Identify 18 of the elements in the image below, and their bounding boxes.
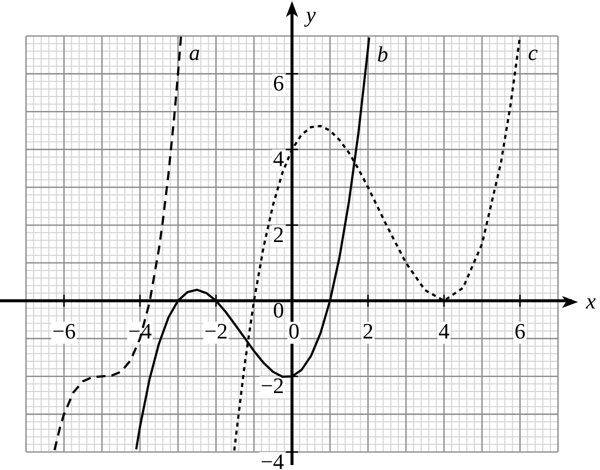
series-label: c — [528, 40, 538, 65]
y-tick-label: 6 — [273, 70, 284, 96]
x-tick-label: −4 — [128, 318, 152, 344]
y-tick-label: 2 — [273, 222, 284, 247]
x-tick-label: 4 — [438, 318, 450, 344]
series-label: b — [377, 41, 388, 66]
x-tick-label: 6 — [514, 318, 526, 344]
y-axis-title: y — [304, 2, 316, 27]
x-tick-label: −2 — [204, 318, 228, 344]
y-tick-label: −2 — [260, 373, 284, 398]
x-tick-label: −6 — [52, 318, 76, 344]
x-axis-title: x — [585, 288, 596, 314]
x-tick-label: 0 — [288, 318, 300, 344]
y-tick-label: −4 — [260, 448, 284, 470]
series-label: a — [189, 40, 200, 65]
y-tick-label: 0 — [273, 298, 284, 323]
y-tick-label: 4 — [273, 146, 284, 172]
x-tick-label: 2 — [362, 318, 374, 344]
